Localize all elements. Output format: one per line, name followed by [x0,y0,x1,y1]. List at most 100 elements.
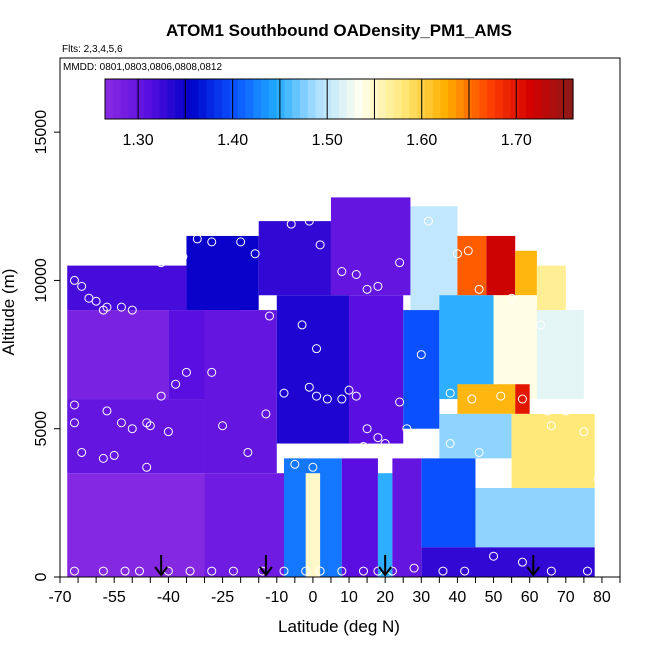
colorbar-swatch [331,79,340,119]
sample-point [496,459,506,469]
sample-point [77,281,87,291]
sample-point [286,219,296,229]
sample-point [438,566,448,576]
heatmap-cell [341,458,378,577]
colorbar-swatch [339,79,348,119]
x-tick-label: 20 [376,589,394,606]
sample-point [69,275,79,285]
x-axis-title: Latitude (deg N) [278,617,400,636]
colorbar-swatch [440,79,449,119]
y-tick-label: 0 [33,572,50,581]
heatmap-cell [67,399,205,474]
sample-point [207,237,217,247]
heatmap-cell [421,458,476,548]
colorbar-swatch [315,79,324,119]
arrows-layer [154,555,541,577]
sample-point [582,566,592,576]
y-tick-label: 5000 [33,411,50,447]
x-tick-label: 60 [521,589,539,606]
colorbar-swatch [502,79,512,119]
x-tick-label: 0 [308,589,317,606]
sample-point [134,566,144,576]
colorbar-swatch [261,79,270,119]
sample-point [351,391,361,401]
colorbar-swatch [526,79,535,119]
y-axis-title: Altitude (m) [0,269,18,356]
sample-point [445,439,455,449]
colorbar-tick-label: 1.60 [406,132,437,149]
sample-point [301,566,311,576]
sample-point [116,302,126,312]
sample-point [102,406,112,416]
colorbar-swatch [120,79,129,119]
x-tick-label: -55 [103,589,126,606]
sample-point [546,421,556,431]
colorbar-swatch [190,79,200,119]
colorbar-swatch [463,79,473,119]
sample-point [120,566,130,576]
colorbar-swatch [144,79,153,119]
colorbar-swatch [237,79,246,119]
sample-point [409,183,419,193]
sample-point [145,421,155,431]
sample-point [590,281,600,291]
colorbar-swatch [167,79,176,119]
sample-point [236,237,246,247]
colorbar-swatch [268,79,278,119]
colorbar-swatch [229,79,239,119]
sample-point [127,424,137,434]
sample-point [69,400,79,410]
sample-point [142,462,152,472]
arrow-marker [154,555,168,577]
colorbar-swatch [471,79,480,119]
plot-frame [59,57,621,578]
sample-point [507,293,517,303]
arrow-marker [378,555,392,577]
colorbar-swatch [495,79,504,119]
sample-point [358,566,368,576]
colorbar-swatch [276,79,285,119]
heatmap-cell [410,206,458,311]
heatmap-cell [67,310,169,400]
sample-point [358,442,368,452]
sample-point [409,563,419,573]
heatmap-cell [186,235,259,311]
x-tick-label: 70 [557,589,575,606]
sample-point [517,394,527,404]
heatmap-cell [204,310,277,474]
sample-point [380,439,390,449]
colorbar-swatch [518,79,527,119]
sample-point [474,284,484,294]
plot-area [67,197,595,577]
colorbar-swatch [401,79,410,119]
sample-point [373,281,383,291]
colorbar-swatch [378,79,387,119]
sample-point [77,447,87,457]
sample-point [315,566,325,576]
sample-point [98,566,108,576]
sample-point [416,350,426,360]
x-tick-label: 80 [593,589,611,606]
x-tick-label: 10 [340,589,358,606]
arrow-marker [259,555,273,577]
sample-point [452,249,462,259]
colorbar-tick-label: 1.40 [217,132,248,149]
y-axis: 0 5000 10000 15000 [33,110,60,581]
heatmap-cell [349,295,404,444]
heatmap-cell [377,473,393,577]
x-tick-label: -40 [157,589,180,606]
heatmap-cell [493,295,537,400]
x-tick-label: -10 [265,589,288,606]
colorbar-swatch [385,79,395,119]
x-tick-label: -70 [48,589,71,606]
sample-point [279,566,289,576]
sample-point [373,433,383,443]
colorbar-swatch [136,79,145,119]
sample-point [463,246,473,256]
sample-point [207,566,217,576]
sample-point [218,421,228,431]
sample-point [243,447,253,457]
sample-point [156,258,166,268]
heatmap-cell [392,458,422,577]
heatmap-cell [403,310,440,429]
